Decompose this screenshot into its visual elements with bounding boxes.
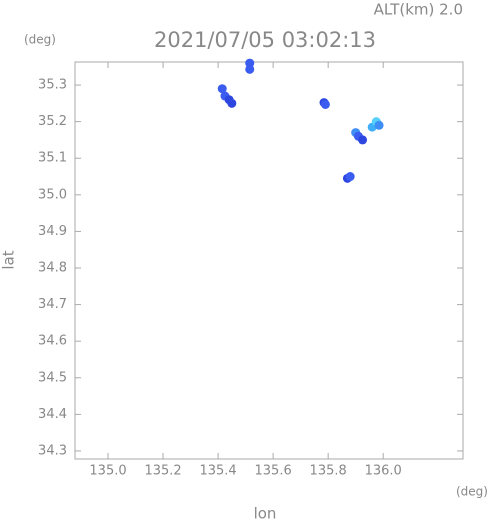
y-tick-label: 35.0	[38, 187, 67, 202]
x-axis-label: lon	[254, 505, 277, 521]
x-tick-label: 135.6	[255, 464, 292, 479]
echo-point	[245, 64, 255, 74]
y-tick-label: 35.2	[38, 114, 67, 129]
y-axis-label: lat	[0, 250, 18, 269]
x-unit: (deg)	[456, 485, 488, 499]
y-tick-label: 35.1	[38, 151, 67, 166]
altitude-label: ALT(km) 2.0	[374, 1, 463, 19]
x-tick-label: 135.8	[310, 464, 347, 479]
x-tick-label: 135.2	[144, 464, 181, 479]
echo-point	[227, 98, 237, 108]
x-tick-label: 136.0	[365, 464, 402, 479]
echo-point	[358, 135, 368, 145]
x-tick-label: 135.0	[89, 464, 126, 479]
plot-frame	[74, 61, 464, 460]
y-tick-label: 34.7	[38, 297, 67, 312]
y-tick-label: 34.9	[38, 224, 67, 239]
echo-point	[245, 58, 255, 68]
echo-point	[217, 84, 227, 94]
y-tick-label: 34.4	[38, 407, 67, 422]
echo-point	[345, 172, 355, 182]
y-tick-label: 34.3	[38, 443, 67, 458]
echo-point	[320, 99, 330, 109]
x-tick-label: 135.4	[199, 464, 236, 479]
y-tick-label: 34.8	[38, 261, 67, 276]
y-tick-label: 34.5	[38, 370, 67, 385]
chart-title: 2021/07/05 03:02:13	[154, 28, 376, 52]
y-tick-label: 35.3	[38, 78, 67, 93]
y-unit: (deg)	[24, 33, 56, 47]
echo-point	[374, 120, 384, 130]
y-tick-label: 34.6	[38, 334, 67, 349]
